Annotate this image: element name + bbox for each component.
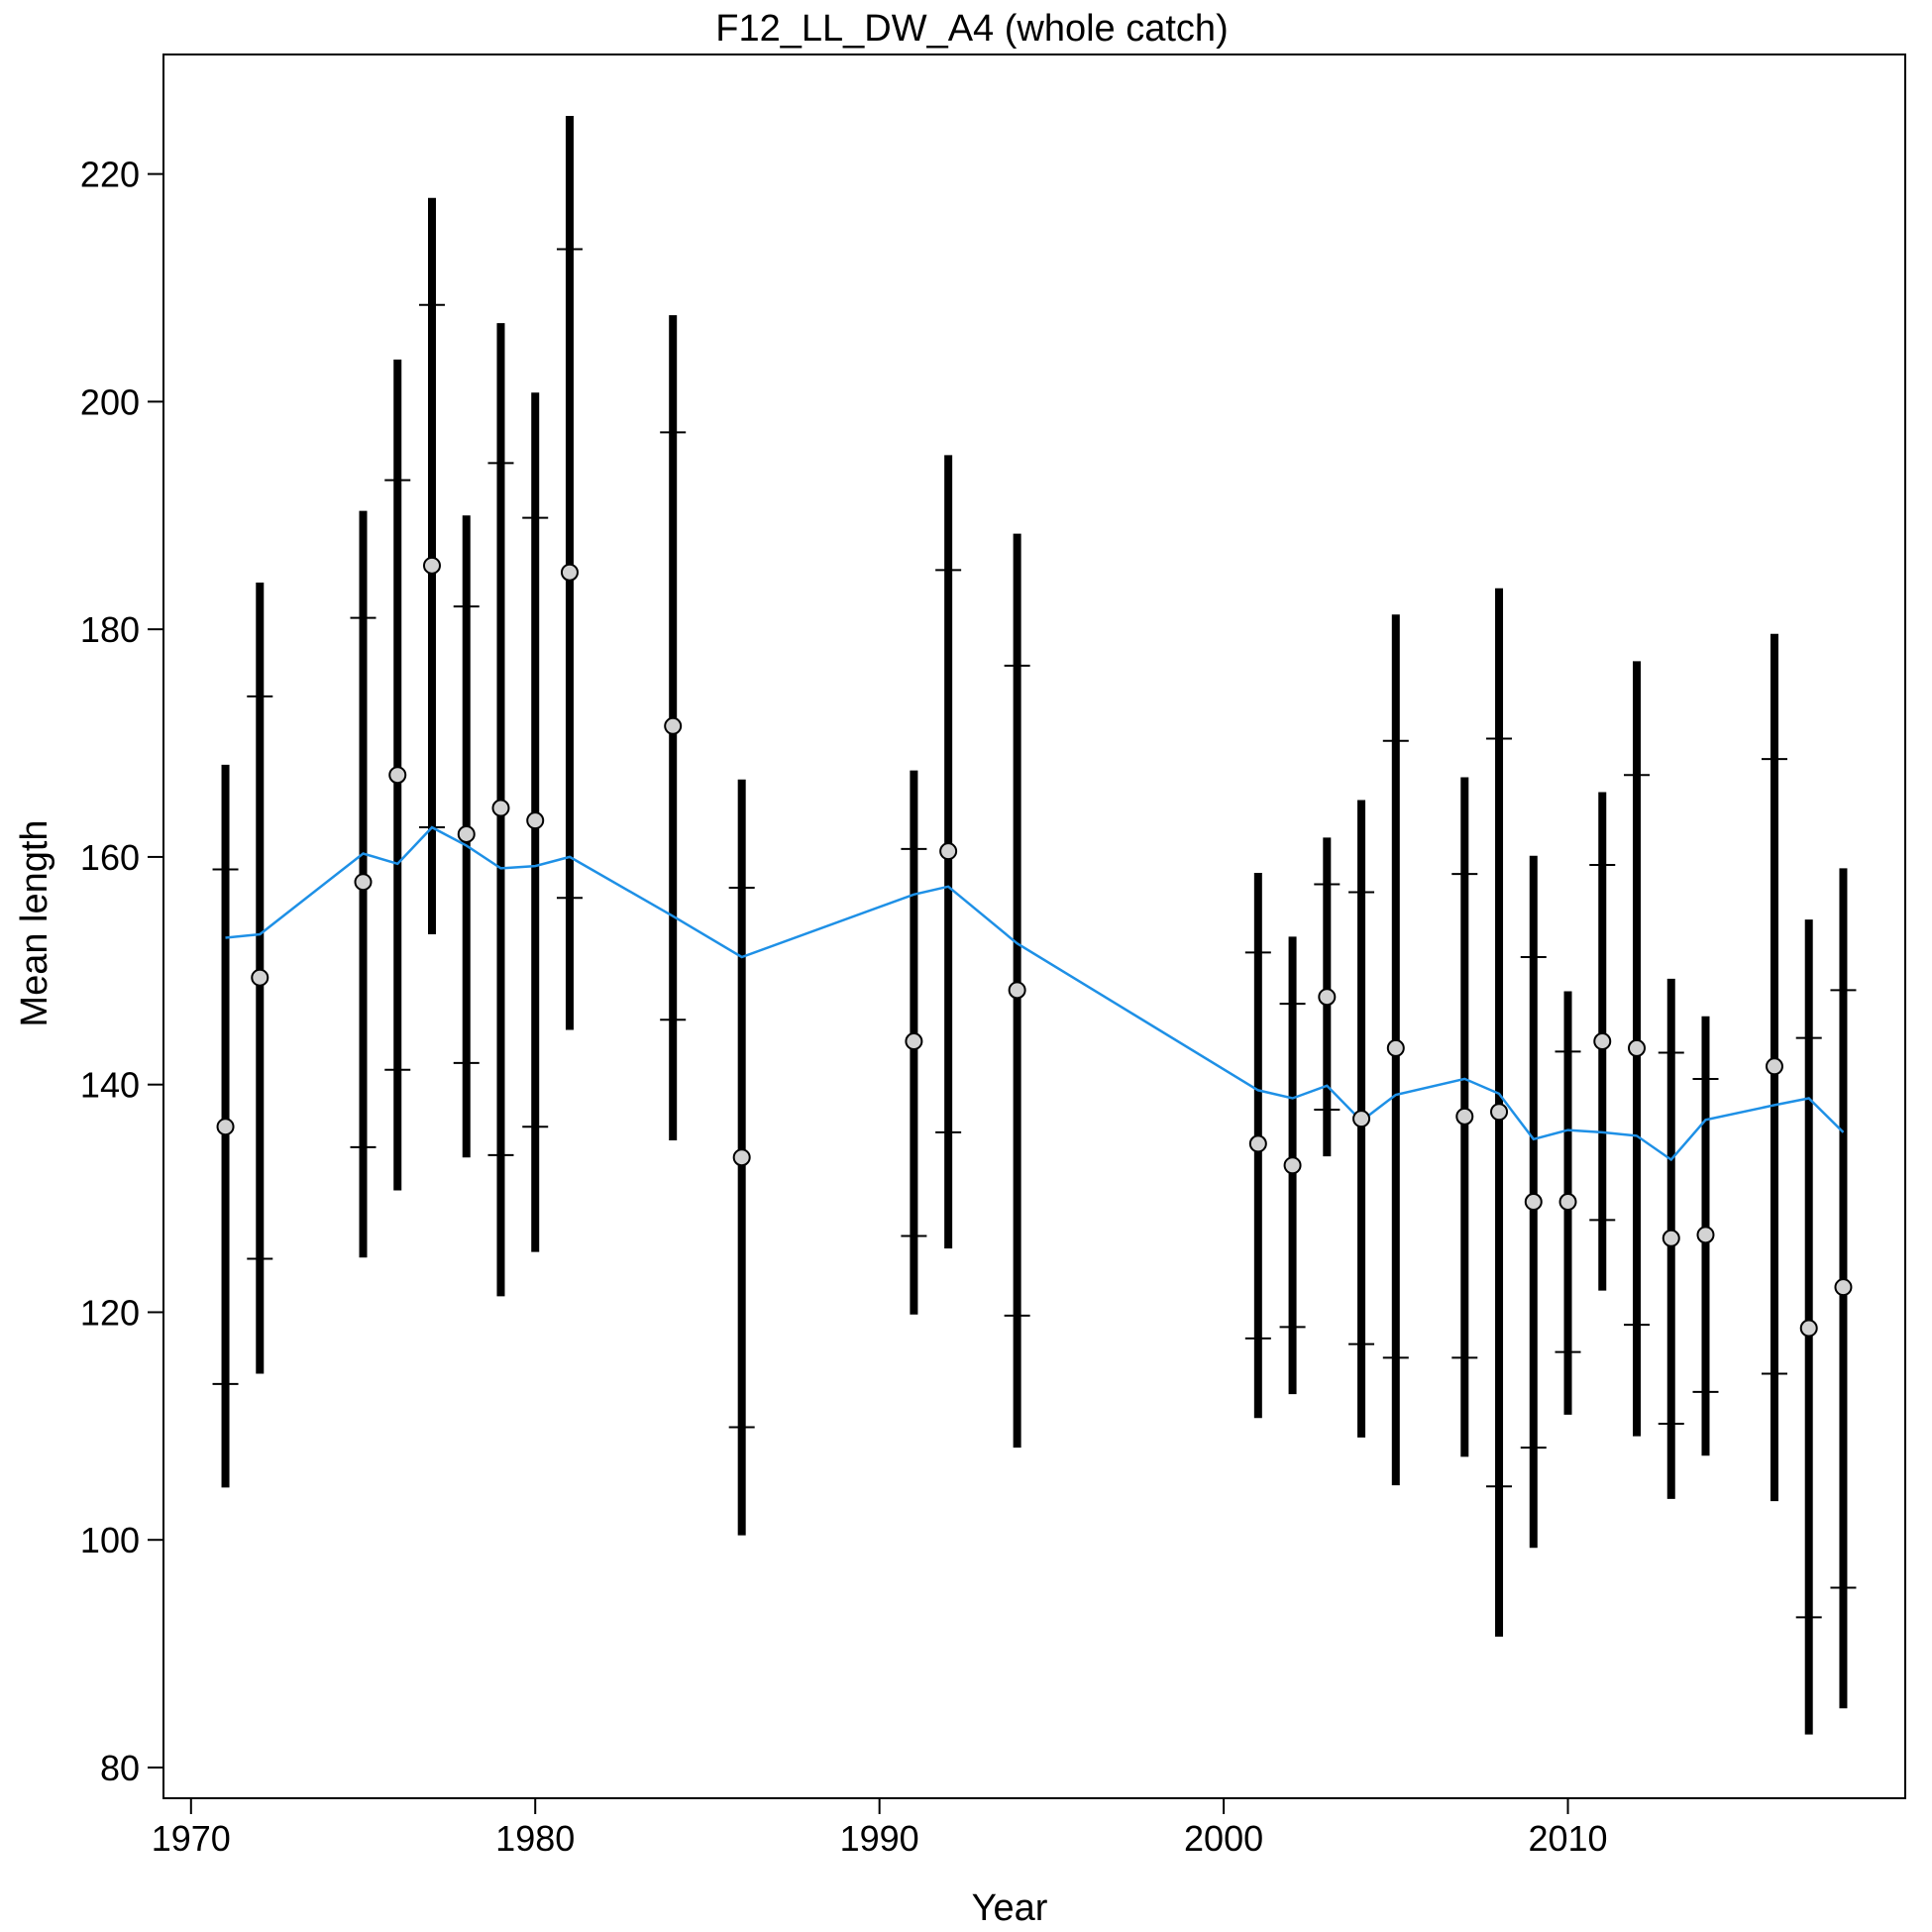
x-tick-label: 1990 <box>840 1818 919 1859</box>
x-axis: 1970 1980 1990 2000 2010 <box>152 1798 1608 1859</box>
observed-point <box>1765 1057 1783 1076</box>
observed-point <box>422 556 441 575</box>
observed-point <box>1455 1107 1474 1126</box>
y-axis-label: Mean length <box>14 819 55 1026</box>
observed-point <box>905 1032 923 1051</box>
observed-point <box>939 842 958 861</box>
observed-point <box>526 811 545 830</box>
observed-point <box>732 1148 751 1167</box>
observed-point <box>1283 1156 1302 1175</box>
observed-point <box>1696 1226 1715 1244</box>
y-tick-label: 220 <box>80 155 140 195</box>
observed-point <box>1352 1110 1371 1128</box>
observed-point <box>1834 1278 1853 1297</box>
observed-point <box>457 824 476 843</box>
observed-point <box>1558 1193 1577 1212</box>
observed-point <box>388 766 407 785</box>
observed-point <box>251 968 269 987</box>
chart-title: F12_LL_DW_A4 (whole catch) <box>715 8 1228 50</box>
observed-point <box>664 716 683 735</box>
observed-point <box>1008 981 1026 1000</box>
y-tick-label: 80 <box>100 1748 140 1788</box>
expected-line <box>225 825 1845 1162</box>
observed-point <box>216 1118 235 1136</box>
y-tick-label: 100 <box>80 1520 140 1560</box>
observed-point <box>1386 1038 1405 1057</box>
y-tick-label: 140 <box>80 1065 140 1106</box>
observed-point <box>1628 1038 1647 1057</box>
observed-points <box>216 556 1853 1338</box>
observed-point <box>560 563 579 582</box>
error-bars <box>212 116 1857 1735</box>
observed-point <box>1524 1193 1543 1212</box>
x-axis-label: Year <box>972 1887 1048 1929</box>
observed-point <box>1490 1103 1509 1122</box>
observed-point <box>1799 1319 1818 1338</box>
observed-point <box>491 799 510 817</box>
plot-frame <box>162 54 1906 1799</box>
x-tick-label: 2000 <box>1184 1818 1263 1859</box>
observed-point <box>1248 1134 1267 1153</box>
observed-point <box>1318 988 1337 1007</box>
y-tick-label: 180 <box>80 609 140 650</box>
y-tick-label: 160 <box>80 837 140 878</box>
y-axis: 80 100 120 140 160 180 200 220 <box>80 155 163 1788</box>
x-tick-label: 1980 <box>495 1818 575 1859</box>
x-tick-label: 1970 <box>152 1818 231 1859</box>
y-tick-label: 120 <box>80 1292 140 1333</box>
observed-point <box>1662 1229 1680 1247</box>
observed-point <box>1593 1032 1612 1051</box>
observed-point <box>354 873 373 892</box>
y-tick-label: 200 <box>80 381 140 422</box>
x-tick-label: 2010 <box>1528 1818 1607 1859</box>
